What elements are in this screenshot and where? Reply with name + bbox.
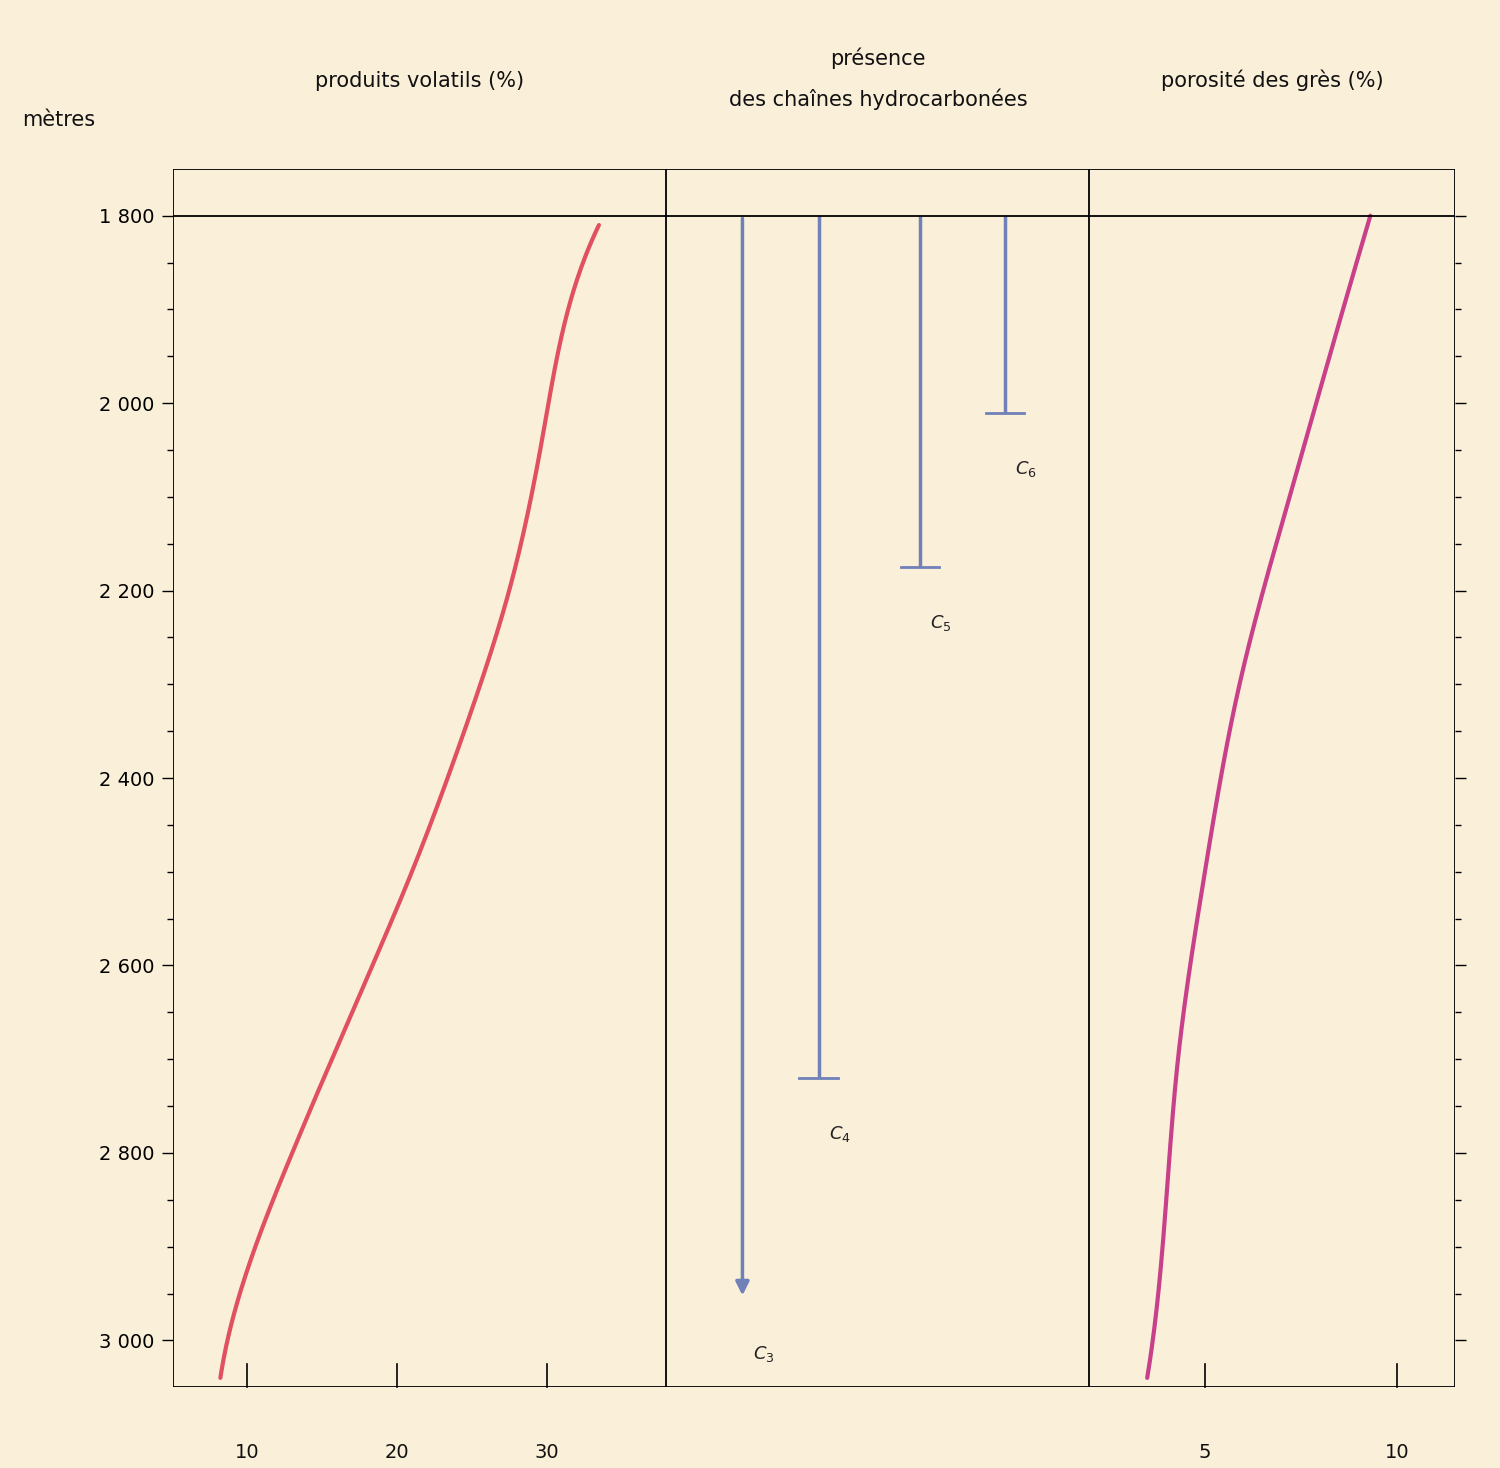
Text: 10: 10 xyxy=(1384,1443,1410,1462)
Text: $C_{4}$: $C_{4}$ xyxy=(830,1124,850,1144)
Text: $C_{5}$: $C_{5}$ xyxy=(930,614,952,633)
Text: $C_{6}$: $C_{6}$ xyxy=(1016,458,1036,479)
Text: produits volatils (%): produits volatils (%) xyxy=(315,70,524,91)
Text: des chaînes hydrocarbonées: des chaînes hydrocarbonées xyxy=(729,88,1028,110)
Text: 5: 5 xyxy=(1198,1443,1210,1462)
Text: mètres: mètres xyxy=(22,110,96,131)
Text: présence: présence xyxy=(830,47,926,69)
Text: 10: 10 xyxy=(236,1443,260,1462)
Text: $C_{3}$: $C_{3}$ xyxy=(753,1345,774,1364)
Text: porosité des grès (%): porosité des grès (%) xyxy=(1161,70,1383,91)
Text: 20: 20 xyxy=(384,1443,410,1462)
Text: 30: 30 xyxy=(534,1443,560,1462)
